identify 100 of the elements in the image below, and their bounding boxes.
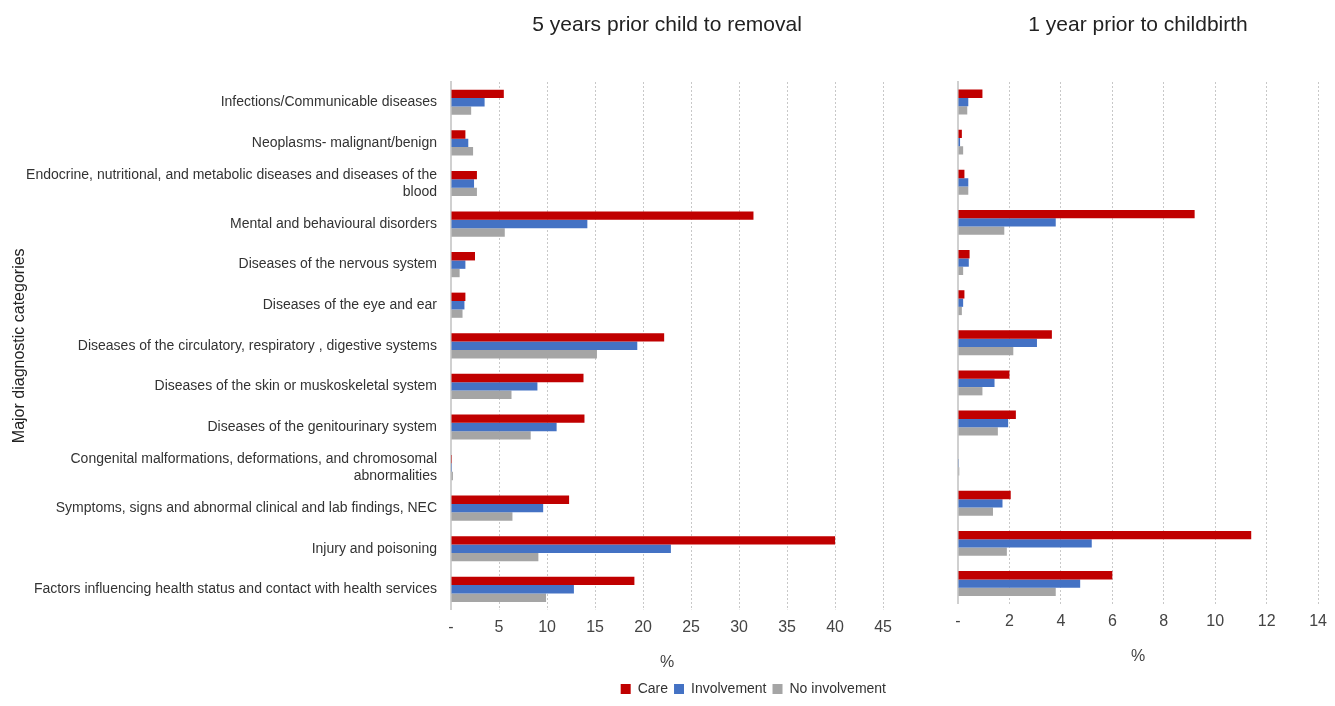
bar xyxy=(958,250,970,259)
y-tick-label: Diseases of the circulatory, respiratory , digestive systems xyxy=(77,336,437,353)
legend-label: Care xyxy=(637,679,669,696)
bar xyxy=(451,414,585,423)
x-tick-label: 10 xyxy=(538,617,557,635)
y-tick-label: Diseases of the nervous system xyxy=(238,255,437,272)
bar xyxy=(451,536,836,545)
bar xyxy=(451,503,544,513)
bar xyxy=(451,260,466,269)
bar xyxy=(958,330,1052,339)
bar xyxy=(958,507,993,516)
bar xyxy=(451,422,557,432)
y-tick-label: Diseases of the eye and ear xyxy=(262,296,438,313)
bar xyxy=(451,333,665,342)
bar xyxy=(451,268,460,278)
bar xyxy=(451,147,474,156)
x-tick-label: - xyxy=(448,617,454,635)
bar xyxy=(451,349,597,359)
bar xyxy=(958,346,1014,356)
bar xyxy=(451,373,584,383)
bar xyxy=(958,387,983,396)
chart-title: 1 year prior to childbirth xyxy=(1028,11,1248,35)
bar xyxy=(958,427,998,436)
y-tick-label: Congenital malformations, deformations, and chromosomal abnormalities xyxy=(70,450,437,483)
bar xyxy=(958,186,969,195)
y-tick-label: Diseases of the skin or muskoskeletal system xyxy=(154,377,437,394)
bar xyxy=(958,290,965,299)
x-tick-label: 30 xyxy=(730,617,749,635)
bar xyxy=(451,106,472,115)
bar xyxy=(451,187,477,197)
bar xyxy=(451,219,588,229)
bar xyxy=(958,547,1007,556)
x-tick-label: - xyxy=(955,611,961,629)
bar xyxy=(958,490,1011,500)
legend-label: Involvement xyxy=(691,679,767,696)
bar xyxy=(451,179,475,188)
bar xyxy=(958,539,1092,548)
x-tick-label: 2 xyxy=(1004,611,1014,629)
y-tick-label: Infections/Communicable diseases xyxy=(220,93,437,110)
y-tick-label: Symptoms, signs and abnormal clinical and lab findings, NEC xyxy=(55,499,437,515)
bar xyxy=(958,579,1081,588)
y-tick-label: Mental and behavioural disorders xyxy=(229,214,437,231)
bar xyxy=(958,418,1009,428)
bar xyxy=(451,98,485,107)
x-tick-label: 5 xyxy=(494,617,504,635)
bar xyxy=(451,576,635,586)
bar xyxy=(958,89,983,98)
bar xyxy=(451,552,539,562)
bar xyxy=(451,309,463,318)
bar xyxy=(958,209,1195,219)
bar xyxy=(958,378,995,388)
bar xyxy=(958,258,969,267)
y-tick-label: Endocrine, nutritional, and metabolic diseases and diseases of the blood xyxy=(26,165,438,199)
x-axis-title: % xyxy=(659,652,675,670)
x-tick-label: 15 xyxy=(586,617,605,635)
x-tick-label: 35 xyxy=(778,617,797,635)
bar xyxy=(451,390,512,399)
bar xyxy=(958,370,1010,379)
bar xyxy=(451,585,574,594)
bar xyxy=(958,587,1056,596)
bar xyxy=(958,410,1016,419)
x-tick-label: 10 xyxy=(1206,611,1225,629)
bar xyxy=(451,512,513,521)
bar xyxy=(451,544,671,553)
chart-title: 5 years prior child to removal xyxy=(532,11,802,35)
x-tick-label: 8 xyxy=(1159,611,1169,629)
bar xyxy=(958,338,1037,347)
bar xyxy=(958,499,1003,508)
bar xyxy=(958,530,1252,540)
bar xyxy=(451,138,469,148)
bar xyxy=(958,146,964,155)
bar xyxy=(451,228,505,237)
bar xyxy=(451,211,754,220)
y-tick-label: Injury and poisoning xyxy=(311,539,437,556)
x-tick-label: 14 xyxy=(1309,611,1328,629)
x-tick-label: 20 xyxy=(634,617,653,635)
bar xyxy=(451,252,476,261)
bar xyxy=(958,571,1113,580)
x-tick-label: 6 xyxy=(1107,611,1117,629)
bar xyxy=(451,341,638,350)
bar xyxy=(451,593,547,602)
y-tick-label: Neoplasms- malignant/benign xyxy=(251,133,437,150)
x-axis-title: % xyxy=(1130,646,1146,664)
y-tick-label: Factors influencing health status and contact with health services xyxy=(33,580,437,597)
x-tick-label: 12 xyxy=(1257,611,1276,629)
bar xyxy=(451,495,570,504)
x-tick-label: 40 xyxy=(826,617,845,635)
bar xyxy=(451,431,531,440)
bar xyxy=(958,106,968,115)
bar xyxy=(451,89,504,99)
x-tick-label: 45 xyxy=(874,617,893,635)
x-tick-label: 4 xyxy=(1056,611,1066,629)
bar xyxy=(958,218,1056,227)
bar xyxy=(451,170,477,180)
bar xyxy=(958,226,1005,235)
bar xyxy=(451,130,466,139)
y-axis-title: Major diagnostic categories xyxy=(10,248,28,444)
bar xyxy=(451,382,538,391)
x-tick-label: 25 xyxy=(682,617,701,635)
legend-label: No involvement xyxy=(789,679,887,696)
